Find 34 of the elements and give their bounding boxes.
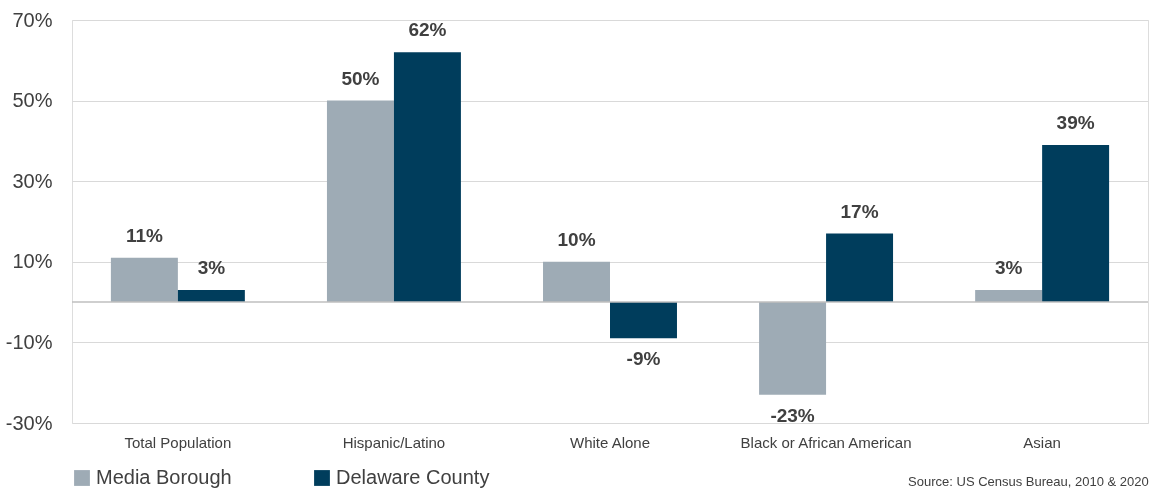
bar [543,261,610,303]
data-label: 39% [1056,111,1095,133]
y-tick-label: 10% [12,250,53,273]
legend-label: Delaware County [336,466,490,488]
y-tick-label: 50% [12,89,53,112]
data-label: 3% [994,257,1023,279]
source-note: Source: US Census Bureau, 2010 & 2020 [908,474,1149,489]
y-tick-label: -10% [5,330,53,353]
x-tick-label: White Alone [569,433,651,451]
bar [759,302,827,395]
data-label: -23% [770,404,815,426]
bar [326,100,394,303]
bar [975,290,1043,303]
y-tick-label: 70% [12,8,53,31]
data-label: 10% [557,228,596,250]
x-tick-label: Black or African American [740,433,912,451]
data-label: 17% [840,200,879,222]
bar [826,233,894,303]
data-label: 50% [341,67,380,89]
bar [110,257,178,303]
data-label: 62% [408,19,447,41]
x-tick-label: Total Population [124,433,232,451]
y-tick-label: 30% [12,169,53,192]
bar [177,290,245,303]
data-label: 3% [197,257,226,279]
data-label: 11% [125,224,163,246]
bar [1042,144,1110,303]
bar [393,52,461,303]
legend-label: Media Borough [96,466,232,488]
x-tick-label: Hispanic/Latino [342,433,446,451]
data-label: -9% [626,348,661,370]
x-tick-label: Asian [1023,433,1061,451]
y-tick-label: -30% [5,411,53,434]
bar [610,302,677,339]
